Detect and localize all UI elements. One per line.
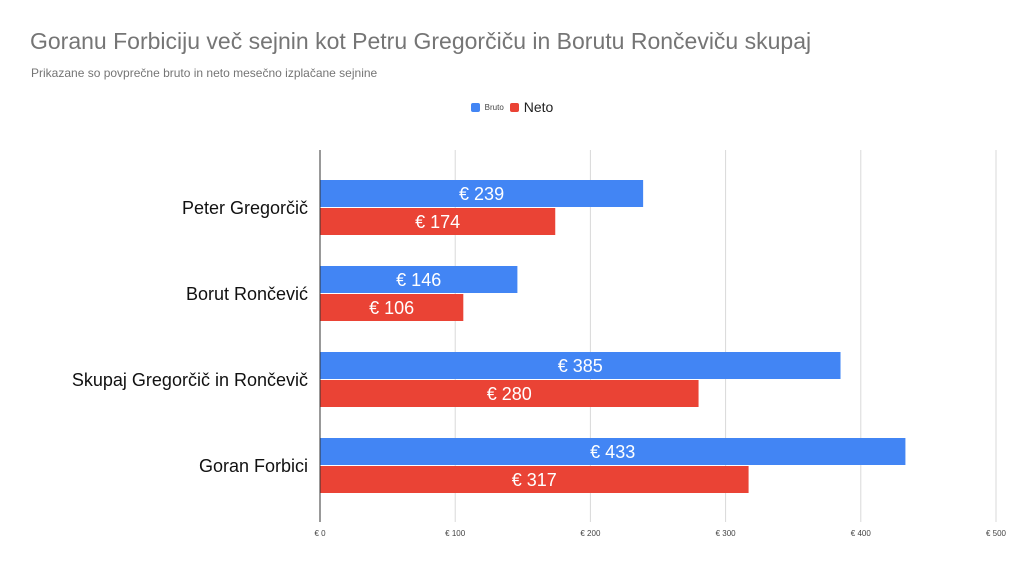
bar-data-label: € 146 — [396, 270, 441, 290]
bar-data-label: € 317 — [512, 470, 557, 490]
x-tick-label: € 500 — [986, 529, 1007, 538]
bar-bruto — [320, 352, 841, 379]
x-tick-label: € 400 — [851, 529, 872, 538]
legend-swatch-neto — [509, 102, 519, 112]
x-tick-labels: € 0 € 100 € 200 € 300 € 400 € 500 — [314, 529, 1006, 538]
bar-data-label: € 280 — [487, 384, 532, 404]
category-label: Skupaj Gregorčič in Rončevič — [72, 370, 308, 390]
bar-neto — [320, 380, 699, 407]
bar-neto — [320, 466, 749, 493]
bar-bruto — [320, 438, 906, 465]
bar-bruto — [320, 266, 518, 293]
bar-neto — [320, 208, 556, 235]
legend: Bruto Neto — [0, 97, 1024, 117]
bar-data-label: € 106 — [369, 298, 414, 318]
category-label: Borut Rončević — [186, 284, 308, 304]
bar-neto — [320, 294, 464, 321]
legend-item-neto: Neto — [509, 99, 554, 115]
x-tick-label: € 300 — [716, 529, 737, 538]
chart-title: Goranu Forbiciju več sejnin kot Petru Gr… — [30, 28, 812, 54]
chart-subtitle: Prikazane so povprečne bruto in neto mes… — [31, 66, 378, 80]
legend-swatch-bruto — [470, 102, 480, 112]
category-label: Peter Gregorčič — [182, 198, 308, 218]
bar-data-label: € 385 — [558, 356, 603, 376]
bars: € 239 € 174 € 146 € 106 € 385 € 280 € 433 € 317 — [320, 180, 906, 493]
legend-item-bruto: Bruto — [470, 102, 504, 112]
bar-data-label: € 433 — [590, 442, 635, 462]
legend-label-neto: Neto — [523, 99, 554, 115]
x-tick-label: € 0 — [314, 529, 326, 538]
bar-data-label: € 239 — [459, 184, 504, 204]
x-tick-label: € 200 — [580, 529, 601, 538]
bar-bruto — [320, 180, 644, 207]
x-tick-label: € 100 — [445, 529, 466, 538]
category-label: Goran Forbici — [199, 456, 308, 476]
bar-data-label: € 174 — [415, 212, 460, 232]
legend-label-bruto: Bruto — [484, 102, 504, 112]
category-labels: Peter Gregorčič Borut Rončević Skupaj Greg… — [72, 198, 308, 476]
